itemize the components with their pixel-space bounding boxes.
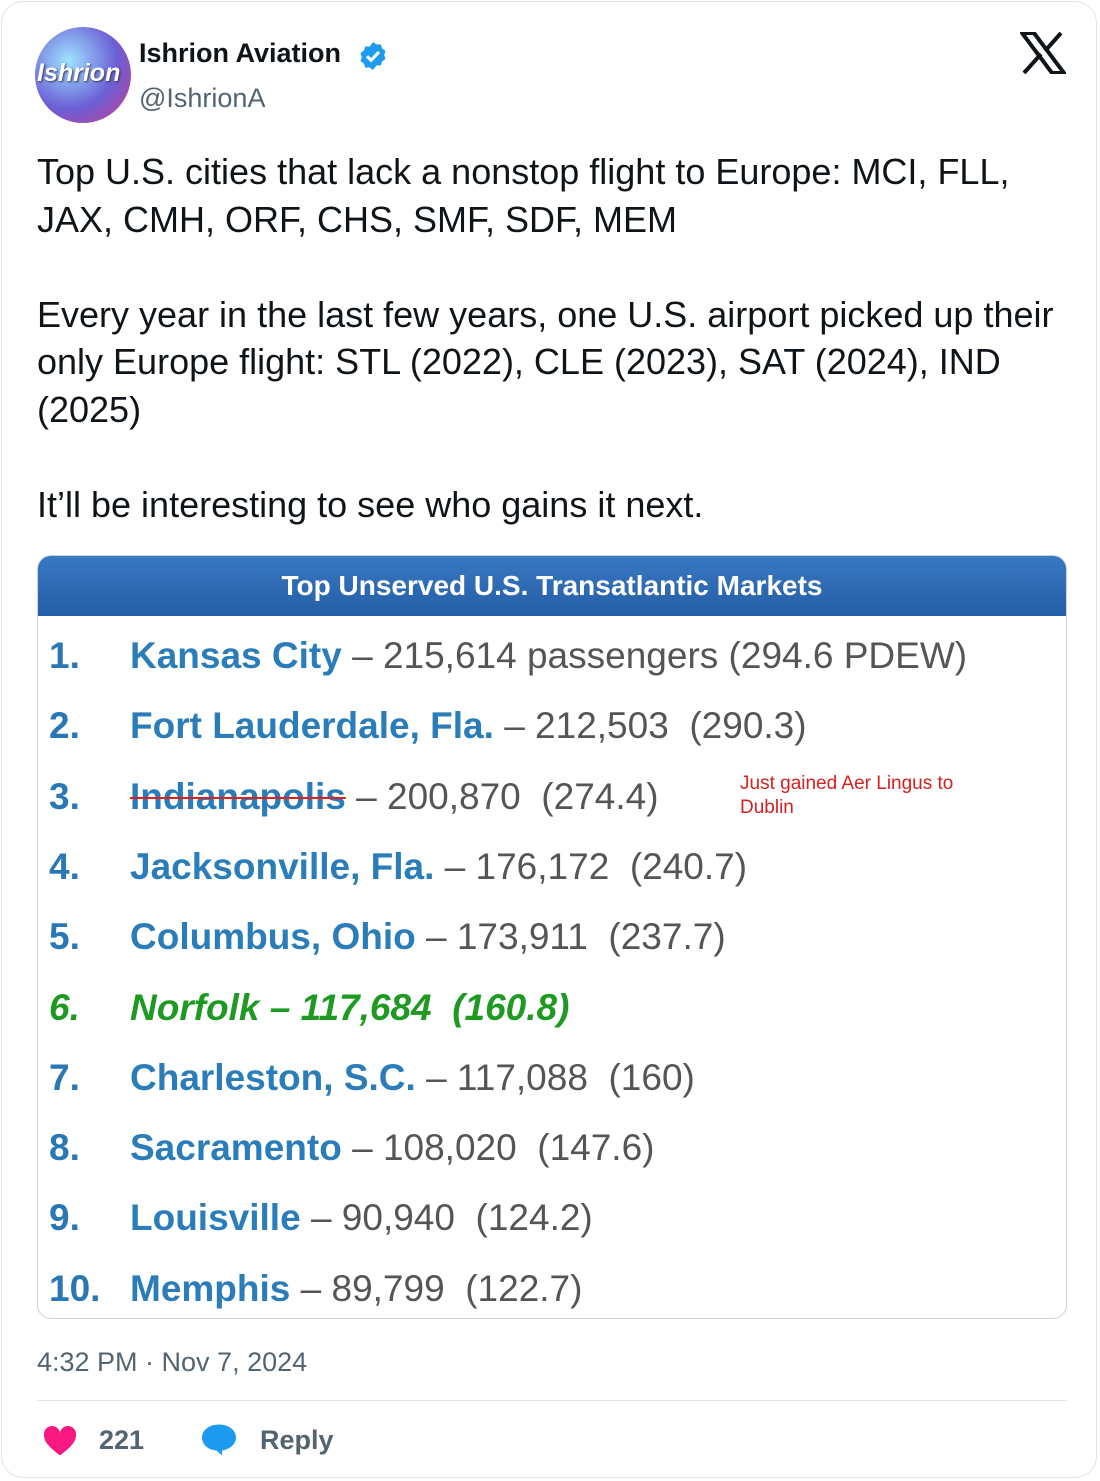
author-handle[interactable]: @IshrionA xyxy=(139,83,266,113)
tweet-text: Top U.S. cities that lack a nonstop flig… xyxy=(37,148,1072,576)
paragraph: It’ll be interesting to see who gains it… xyxy=(37,483,704,525)
row-text: Norfolk – 117,684 (160.8) xyxy=(130,978,569,1038)
detail: – 176,172 (240.7) xyxy=(444,845,748,887)
city: Columbus, Ohio xyxy=(130,916,416,958)
divider xyxy=(37,1400,1067,1401)
detail: – 173,911 (237.7) xyxy=(425,916,726,958)
paragraph: Top U.S. cities that lack a nonstop flig… xyxy=(37,151,1010,240)
reply-button[interactable]: Reply xyxy=(260,1425,334,1455)
city: Charleston, S.C. xyxy=(130,1056,416,1098)
rank: 6. xyxy=(49,986,80,1028)
city: Memphis xyxy=(130,1267,291,1309)
detail: – 108,020 (147.6) xyxy=(352,1127,655,1169)
city: Norfolk xyxy=(130,986,260,1028)
avatar[interactable]: Ishrion xyxy=(35,27,131,123)
city: Louisville xyxy=(130,1197,301,1239)
row-text: Jacksonville, Fla. – 176,172 (240.7) xyxy=(130,837,747,897)
row-text: Louisville – 90,940 (124.2) xyxy=(130,1188,593,1248)
city: Sacramento xyxy=(130,1127,342,1169)
row-text: Charleston, S.C. – 117,088 (160) xyxy=(130,1048,695,1108)
detail: – 212,503 (290.3) xyxy=(504,705,807,747)
row-text: Kansas City – 215,614 passengers (294.6 … xyxy=(130,626,967,686)
paragraph: Every year in the last few years, one U.… xyxy=(37,293,1054,430)
detail: – 117,088 (160) xyxy=(426,1056,695,1098)
rank: 10. xyxy=(49,1267,101,1309)
like-count[interactable]: 221 xyxy=(99,1425,145,1455)
row-text: Fort Lauderdale, Fla. – 212,503 (290.3) xyxy=(130,696,807,756)
detail: – 200,870 (274.4) xyxy=(356,775,659,817)
city: Jacksonville, Fla. xyxy=(130,845,435,887)
city: Indianapolis xyxy=(130,775,346,817)
avatar-text: Ishrion xyxy=(37,59,121,87)
detail: – 90,940 (124.2) xyxy=(310,1197,593,1239)
author-name[interactable]: Ishrion Aviation xyxy=(139,38,342,68)
detail: – 117,684 (160.8) xyxy=(269,986,570,1028)
rank: 4. xyxy=(49,845,80,887)
city: Fort Lauderdale, Fla. xyxy=(130,705,494,747)
rank: 7. xyxy=(49,1056,80,1098)
detail: – 215,614 passengers (294.6 PDEW) xyxy=(352,635,968,676)
table-title: Top Unserved U.S. Transatlantic Markets xyxy=(38,556,1066,616)
x-logo[interactable] xyxy=(1020,32,1066,74)
rank: 9. xyxy=(49,1197,80,1239)
row-text: Columbus, Ohio – 173,911 (237.7) xyxy=(130,907,726,967)
detail: – 89,799 (122.7) xyxy=(300,1267,583,1309)
timestamp[interactable]: 4:32 PM · Nov 7, 2024 xyxy=(37,1347,308,1377)
rank: 8. xyxy=(49,1127,80,1169)
rank: 2. xyxy=(49,705,80,747)
row-text: Sacramento – 108,020 (147.6) xyxy=(130,1118,655,1178)
annotation: Just gained Aer Lingus to Dublin xyxy=(740,773,954,818)
like-icon[interactable] xyxy=(42,1425,78,1457)
rank: 1. xyxy=(49,635,80,676)
rank: 3. xyxy=(49,775,80,817)
verified-badge xyxy=(360,42,386,70)
row-text: Indianapolis – 200,870 (274.4) xyxy=(130,767,659,827)
row-text: Memphis – 89,799 (122.7) xyxy=(130,1259,583,1318)
rank: 5. xyxy=(49,916,80,958)
reply-icon[interactable] xyxy=(200,1423,238,1457)
city: Kansas City xyxy=(130,635,342,676)
table-image[interactable]: Top Unserved U.S. Transatlantic Markets … xyxy=(37,555,1067,1319)
